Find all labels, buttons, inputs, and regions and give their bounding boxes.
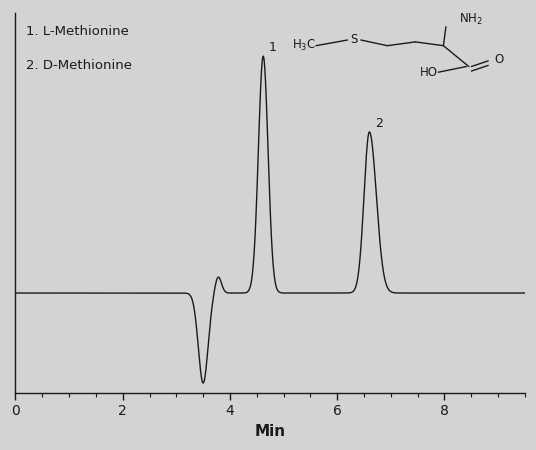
Text: 1. L-Methionine: 1. L-Methionine: [26, 25, 129, 38]
Text: NH$_2$: NH$_2$: [459, 12, 482, 27]
X-axis label: Min: Min: [255, 424, 286, 439]
Text: HO: HO: [420, 66, 438, 79]
Text: O: O: [494, 53, 504, 66]
Text: 2. D-Methionine: 2. D-Methionine: [26, 59, 132, 72]
Text: 2: 2: [375, 117, 383, 130]
Text: S: S: [351, 33, 358, 46]
Text: 1: 1: [269, 41, 277, 54]
Text: H$_3$C: H$_3$C: [292, 38, 316, 53]
